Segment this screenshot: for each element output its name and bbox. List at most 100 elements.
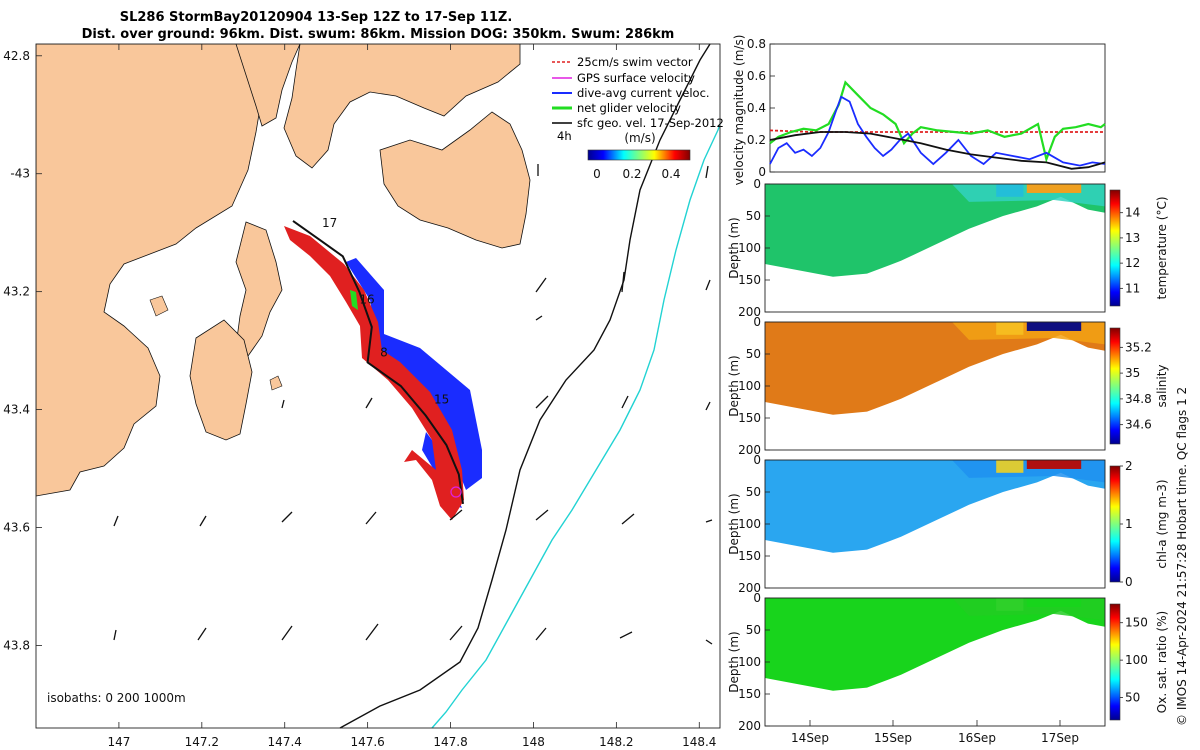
day-labels: 17 16 8 15 (322, 216, 449, 407)
geo-vector (197, 627, 207, 641)
section-surface-patch (1026, 184, 1082, 193)
section-surface-patch (996, 322, 1024, 335)
isobath-1000m (431, 123, 721, 729)
section-y-tick-label: 0 (753, 591, 761, 605)
geo-vector (365, 397, 373, 409)
map-frame (35, 43, 721, 729)
colorbar-tick-label: 35.2 (1125, 340, 1152, 354)
geo-vector (535, 627, 547, 641)
section-ylabel: Depth (m) (727, 217, 741, 278)
section-y-tick-label: 200 (738, 581, 761, 595)
geo-vector (705, 519, 713, 523)
map-x-tick-label: 147 (107, 735, 130, 749)
section-data-fill (765, 184, 1105, 277)
geo-vector (535, 315, 543, 321)
section-y-tick-label: 200 (738, 719, 761, 733)
map-x-tick-label: 147.2 (185, 735, 219, 749)
colorbar-tick-label: 150 (1125, 616, 1148, 630)
colorbar-label: salinity (1155, 364, 1169, 407)
date-tick-label: 14Sep (791, 731, 829, 745)
section-ylabel: Depth (m) (727, 355, 741, 416)
geo-vector (705, 401, 711, 411)
land-islet-a (149, 295, 169, 317)
section-surface-patch (1026, 598, 1082, 607)
section-surface-patch (996, 460, 1024, 473)
velocity-y-tick-label: 0.4 (747, 101, 766, 115)
section-y-tick-label: 100 (738, 241, 761, 255)
map-x-tick-label: 147.8 (433, 735, 467, 749)
chla-section: 0 50 100 150 200 Depth (m) 0 1 2 chl-a (mg m-3) (727, 453, 1169, 595)
geo-vector (705, 639, 713, 645)
title-line-2: Dist. over ground: 96km. Dist. swum: 86k… (82, 27, 675, 42)
geo-vector (619, 631, 633, 639)
colorbar-tick-label: 2 (1125, 459, 1133, 473)
section-y-tick-label: 150 (738, 273, 761, 287)
section-data-fill (765, 322, 1105, 415)
map-x-tick-label: 148.4 (682, 735, 716, 749)
day-label: 8 (380, 346, 388, 360)
section-y-tick-label: 50 (746, 485, 761, 499)
day-label: 15 (434, 393, 449, 407)
section-y-tick-label: 0 (753, 453, 761, 467)
legend-label-geo: sfc geo. vel. 17-Sep-2012 (577, 116, 724, 130)
geo-vector (199, 515, 207, 527)
section-y-tick-label: 0 (753, 315, 761, 329)
section-y-tick-label: 150 (738, 549, 761, 563)
speed-colorbar-tick: 0 (593, 167, 601, 181)
land-mainland-west (36, 44, 263, 497)
map-y-tick-label: 42.8 (3, 49, 30, 63)
velocity-frame (769, 43, 1106, 173)
gps-marker (450, 486, 462, 498)
land-south-arm (235, 221, 283, 357)
colorbar-tick-label: 11 (1125, 281, 1140, 295)
section-y-tick-label: 200 (738, 443, 761, 457)
net-velocity-marker (350, 290, 358, 310)
legend-label-gps: GPS surface velocity (577, 71, 695, 85)
colorbar-tick-label: 0 (1125, 575, 1133, 589)
colorbar-tick-label: 100 (1125, 653, 1148, 667)
colorbar-tick-label: 34.6 (1125, 418, 1152, 432)
legend-label-net: net glider velocity (577, 101, 681, 115)
legend-label-swim: 25cm/s swim vector (577, 55, 693, 69)
isobaths-label: isobaths: 0 200 1000m (47, 691, 186, 705)
day-label: 17 (322, 216, 337, 230)
geo-vector (113, 629, 117, 641)
geo-vector (365, 511, 377, 525)
colorbar-tick-label: 12 (1125, 256, 1140, 270)
date-ticks: 14Sep 15Sep 16Sep 17Sep (791, 720, 1079, 745)
temperature-section: 0 50 100 150 200 Depth (m) 11 12 13 14 temperature… (727, 177, 1169, 319)
speed-colorbar-title: (m/s) (624, 131, 655, 145)
map-y-tick-label: 43.2 (3, 285, 30, 299)
label-4h: 4h (557, 129, 572, 143)
date-tick-label: 17Sep (1041, 731, 1079, 745)
title-line-1: SL286 StormBay20120904 13-Sep 12Z to 17-… (120, 10, 513, 25)
colorbar-tick-label: 13 (1125, 231, 1140, 245)
velocity-y-ticks: 0 0.2 0.4 0.6 0.8 (747, 37, 775, 179)
land-islet-b (269, 375, 283, 391)
section-y-tick-label: 100 (738, 655, 761, 669)
salinity-section: 0 50 100 150 200 Depth (m) 34.6 34.8 35 35.2salin… (727, 315, 1169, 457)
geo-vector (621, 395, 629, 409)
velocity-panel: 0 0.2 0.4 0.6 0.8 velocity magnitude (m/s) (732, 35, 1106, 185)
geo-vector (449, 509, 463, 521)
geo-vector (449, 625, 463, 641)
glider-track (292, 220, 464, 505)
geo-vectors (113, 164, 713, 645)
section-ylabel: Depth (m) (727, 493, 741, 554)
oxygen-section: 0 50 100 150 200 Depth (m) 50 100 150 Ox. sat. ra… (727, 591, 1169, 733)
map-x-tick-label: 148 (522, 735, 545, 749)
geo-vector (281, 625, 293, 641)
section-y-tick-label: 100 (738, 379, 761, 393)
velocity-series-line (769, 95, 1106, 167)
land-west-bank (235, 44, 301, 127)
geo-vector (621, 271, 625, 293)
section-colorbar (1109, 465, 1121, 583)
map-y-tick-label: 43.8 (3, 638, 30, 652)
section-y-tick-label: 0 (753, 177, 761, 191)
land-north-east (283, 44, 521, 169)
geo-vector (281, 511, 293, 523)
geo-vector (621, 513, 635, 525)
legend-label-current: dive-avg current veloc. (577, 86, 710, 100)
section-ylabel: Depth (m) (727, 631, 741, 692)
